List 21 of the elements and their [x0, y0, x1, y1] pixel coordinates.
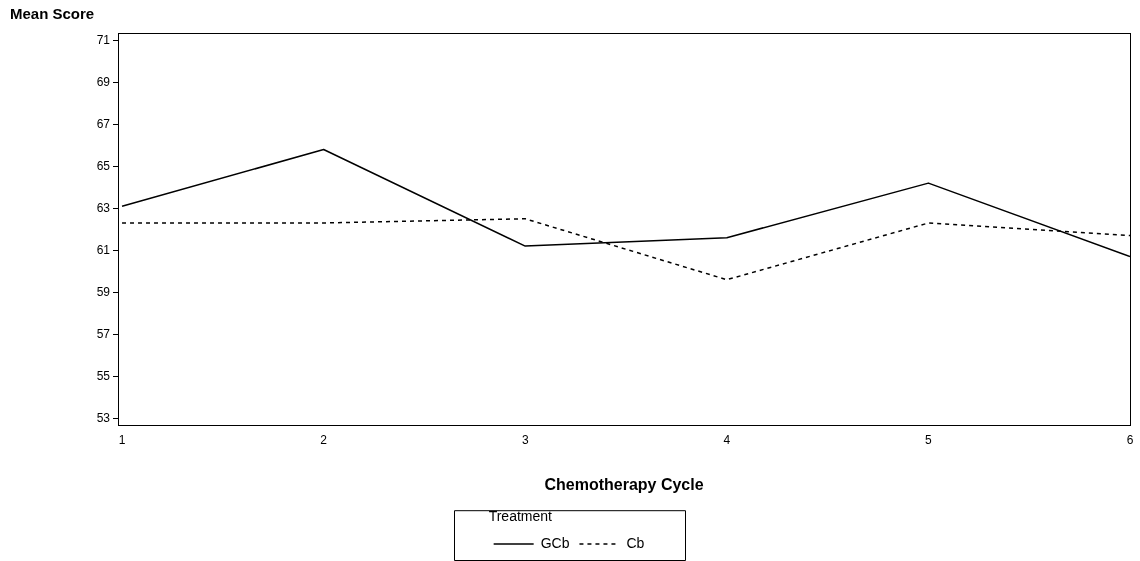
y-tick-label: 55	[96, 368, 111, 383]
x-axis-title: Chemotherapy Cycle	[544, 476, 704, 494]
x-tick-label: 5	[925, 433, 933, 448]
x-tick-label: 4	[723, 433, 731, 448]
x-tick-label: 1	[118, 433, 126, 448]
y-axis-title: Mean Score	[10, 5, 95, 22]
y-tick-label: 65	[96, 158, 111, 173]
legend-label: GCb	[540, 534, 570, 551]
y-tick-label: 57	[96, 326, 111, 341]
y-tick-label: 59	[96, 284, 111, 299]
y-tick-label: 63	[96, 200, 111, 215]
y-tick-label: 69	[96, 74, 111, 89]
y-tick-label: 53	[96, 410, 111, 425]
y-tick-label: 71	[96, 32, 111, 47]
x-tick-label: 6	[1126, 433, 1134, 448]
legend-label: Cb	[626, 534, 645, 551]
x-tick-label: 2	[320, 433, 328, 448]
x-tick-label: 3	[521, 433, 529, 448]
y-tick-label: 61	[96, 242, 111, 257]
y-tick-label: 67	[96, 116, 111, 131]
legend-title: Treatment	[488, 508, 553, 525]
